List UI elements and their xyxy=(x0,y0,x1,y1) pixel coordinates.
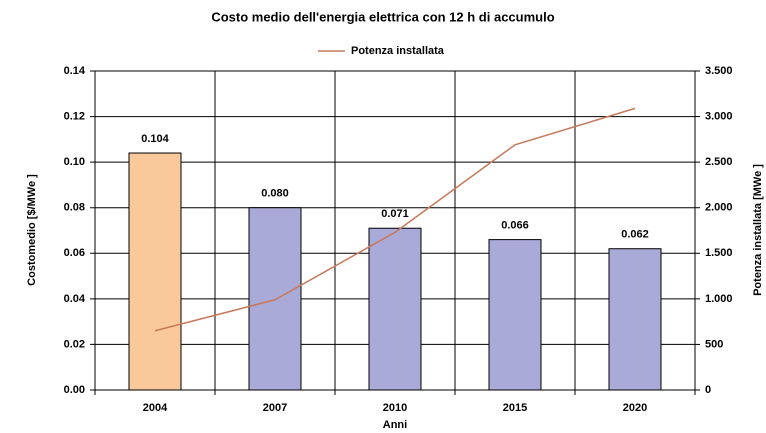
y2-tick-label: 1.500 xyxy=(705,247,733,259)
bar xyxy=(368,227,422,391)
legend-label: Potenza installata xyxy=(351,45,445,57)
y2-tick-label: 1.000 xyxy=(705,293,733,305)
y-tick-label: 0.00 xyxy=(64,384,85,396)
chart-title: Costo medio dell'energia elettrica con 1… xyxy=(211,9,554,24)
y-tick-label: 0.10 xyxy=(64,156,85,168)
y-tick-label: 0.12 xyxy=(64,110,85,122)
bar-value-label: 0.104 xyxy=(141,133,169,145)
bar-value-label: 0.071 xyxy=(381,208,409,220)
bar xyxy=(608,248,662,391)
y2-tick-label: 500 xyxy=(705,338,723,350)
bar-value-label: 0.062 xyxy=(621,229,649,241)
y2-axis-label: Potenza installata [MWe ] xyxy=(752,164,764,296)
y2-tick-label: 0 xyxy=(705,384,711,396)
y-tick-label: 0.04 xyxy=(64,293,86,305)
x-tick-label: 2015 xyxy=(503,402,527,414)
line-series xyxy=(154,107,636,332)
bar xyxy=(248,207,302,391)
bar xyxy=(488,239,542,391)
y2-tick-label: 3.000 xyxy=(705,110,733,122)
x-tick-label: 2010 xyxy=(383,402,407,414)
y2-tick-label: 3.500 xyxy=(705,65,733,77)
x-tick-label: 2020 xyxy=(623,402,647,414)
bar-value-label: 0.066 xyxy=(501,220,529,232)
x-tick-label: 2004 xyxy=(143,402,168,414)
x-axis-label: Anni xyxy=(383,419,407,431)
y-tick-label: 0.06 xyxy=(64,247,85,259)
bar xyxy=(128,152,182,391)
bar-value-label: 0.080 xyxy=(261,188,289,200)
x-tick-label: 2007 xyxy=(263,402,287,414)
y-axis-label: Costomedio [$/MWe ] xyxy=(26,174,38,286)
y2-tick-label: 2.500 xyxy=(705,156,733,168)
y-tick-label: 0.02 xyxy=(64,338,85,350)
y2-tick-label: 2.000 xyxy=(705,202,733,214)
y-tick-label: 0.14 xyxy=(64,65,86,77)
y-tick-label: 0.08 xyxy=(64,202,85,214)
